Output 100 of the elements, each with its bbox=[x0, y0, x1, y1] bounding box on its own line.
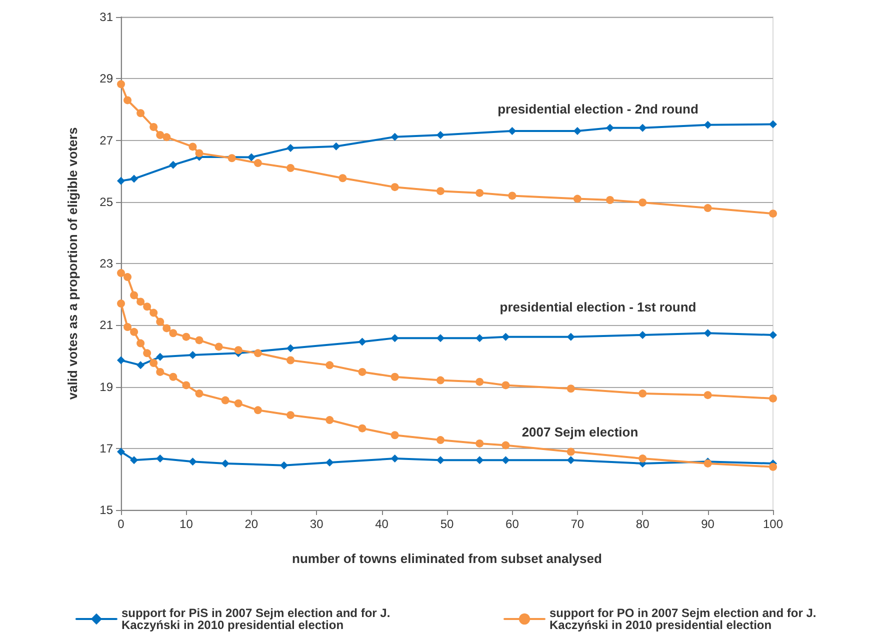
point bbox=[476, 334, 484, 342]
point bbox=[769, 394, 777, 402]
annotation: 2007 Sejm election bbox=[522, 424, 638, 440]
point bbox=[476, 439, 484, 448]
point bbox=[156, 454, 164, 463]
x-tick-label: 20 bbox=[244, 517, 258, 531]
point bbox=[566, 384, 575, 393]
point bbox=[638, 390, 647, 398]
point bbox=[326, 416, 334, 424]
point bbox=[476, 188, 484, 197]
point bbox=[156, 318, 164, 326]
point bbox=[254, 159, 262, 168]
point bbox=[606, 124, 614, 132]
point bbox=[143, 349, 152, 358]
point bbox=[358, 338, 366, 346]
point bbox=[508, 192, 516, 200]
point bbox=[390, 132, 399, 141]
point bbox=[150, 123, 158, 131]
point bbox=[234, 399, 242, 408]
point bbox=[169, 160, 178, 169]
y-tick-label: 17 bbox=[100, 441, 114, 456]
point bbox=[332, 142, 340, 150]
point bbox=[162, 133, 171, 142]
point bbox=[124, 96, 132, 104]
point bbox=[169, 372, 178, 381]
point bbox=[117, 269, 125, 278]
x-tick-label: 80 bbox=[636, 517, 650, 531]
point bbox=[638, 330, 647, 339]
point bbox=[221, 396, 230, 404]
legend-label: support for PiS in 2007 Sejm election and for J. Kaczyński in 2010 presidential election bbox=[121, 606, 394, 632]
point bbox=[390, 431, 399, 440]
point bbox=[358, 424, 366, 432]
legend-label: support for PO in 2007 Sejm election and for J. Kaczyński in 2010 presidential election bbox=[550, 606, 820, 632]
point bbox=[390, 183, 399, 192]
point bbox=[136, 361, 145, 370]
point bbox=[136, 109, 145, 118]
point bbox=[254, 349, 262, 358]
point bbox=[228, 154, 236, 162]
y-tick-label: 23 bbox=[100, 256, 114, 270]
point bbox=[566, 456, 575, 464]
point bbox=[214, 342, 223, 351]
point bbox=[704, 391, 712, 400]
point bbox=[502, 332, 510, 341]
point bbox=[188, 142, 197, 151]
point bbox=[769, 210, 777, 218]
point bbox=[769, 120, 777, 128]
point bbox=[338, 174, 347, 182]
point bbox=[436, 436, 444, 444]
point bbox=[476, 378, 484, 386]
y-tick-label: 25 bbox=[100, 194, 114, 209]
point bbox=[573, 194, 582, 203]
point bbox=[117, 176, 125, 185]
point bbox=[234, 346, 242, 354]
point bbox=[286, 411, 295, 420]
point bbox=[476, 456, 484, 464]
point bbox=[117, 80, 125, 88]
point bbox=[704, 204, 712, 212]
point bbox=[124, 273, 132, 282]
point bbox=[188, 351, 197, 360]
x-tick-label: 70 bbox=[570, 517, 584, 531]
point bbox=[286, 344, 295, 352]
x-axis-title: number of towns eliminated from subset analysed bbox=[292, 551, 602, 566]
point bbox=[286, 164, 295, 172]
point bbox=[156, 352, 164, 361]
point bbox=[117, 448, 125, 456]
point bbox=[390, 334, 399, 342]
point bbox=[436, 456, 444, 464]
point bbox=[326, 361, 334, 370]
y-tick-label: 27 bbox=[100, 133, 114, 148]
point bbox=[117, 300, 125, 308]
point bbox=[254, 406, 262, 414]
point bbox=[130, 291, 138, 300]
point bbox=[280, 461, 288, 470]
annotation: presidential election - 1st round bbox=[500, 300, 696, 314]
y-tick-label: 31 bbox=[100, 10, 114, 24]
point bbox=[769, 330, 777, 339]
annotation: presidential election - 2nd round bbox=[498, 102, 698, 116]
point bbox=[162, 324, 171, 332]
point bbox=[566, 332, 575, 341]
point bbox=[286, 144, 295, 152]
point bbox=[124, 322, 132, 331]
point bbox=[502, 441, 510, 450]
y-tick-label: 29 bbox=[100, 72, 114, 86]
point bbox=[326, 458, 334, 467]
point bbox=[195, 336, 204, 344]
point bbox=[508, 127, 516, 136]
point bbox=[130, 328, 138, 336]
point bbox=[182, 381, 190, 390]
y-tick-label: 19 bbox=[100, 380, 114, 394]
point bbox=[169, 329, 178, 338]
point bbox=[130, 456, 138, 464]
point bbox=[436, 131, 444, 140]
point bbox=[566, 448, 575, 456]
point bbox=[436, 334, 444, 342]
point bbox=[502, 381, 510, 390]
point bbox=[704, 120, 712, 129]
point bbox=[195, 390, 204, 398]
point bbox=[130, 174, 138, 183]
x-tick-label: 40 bbox=[375, 517, 389, 531]
point bbox=[247, 153, 256, 162]
